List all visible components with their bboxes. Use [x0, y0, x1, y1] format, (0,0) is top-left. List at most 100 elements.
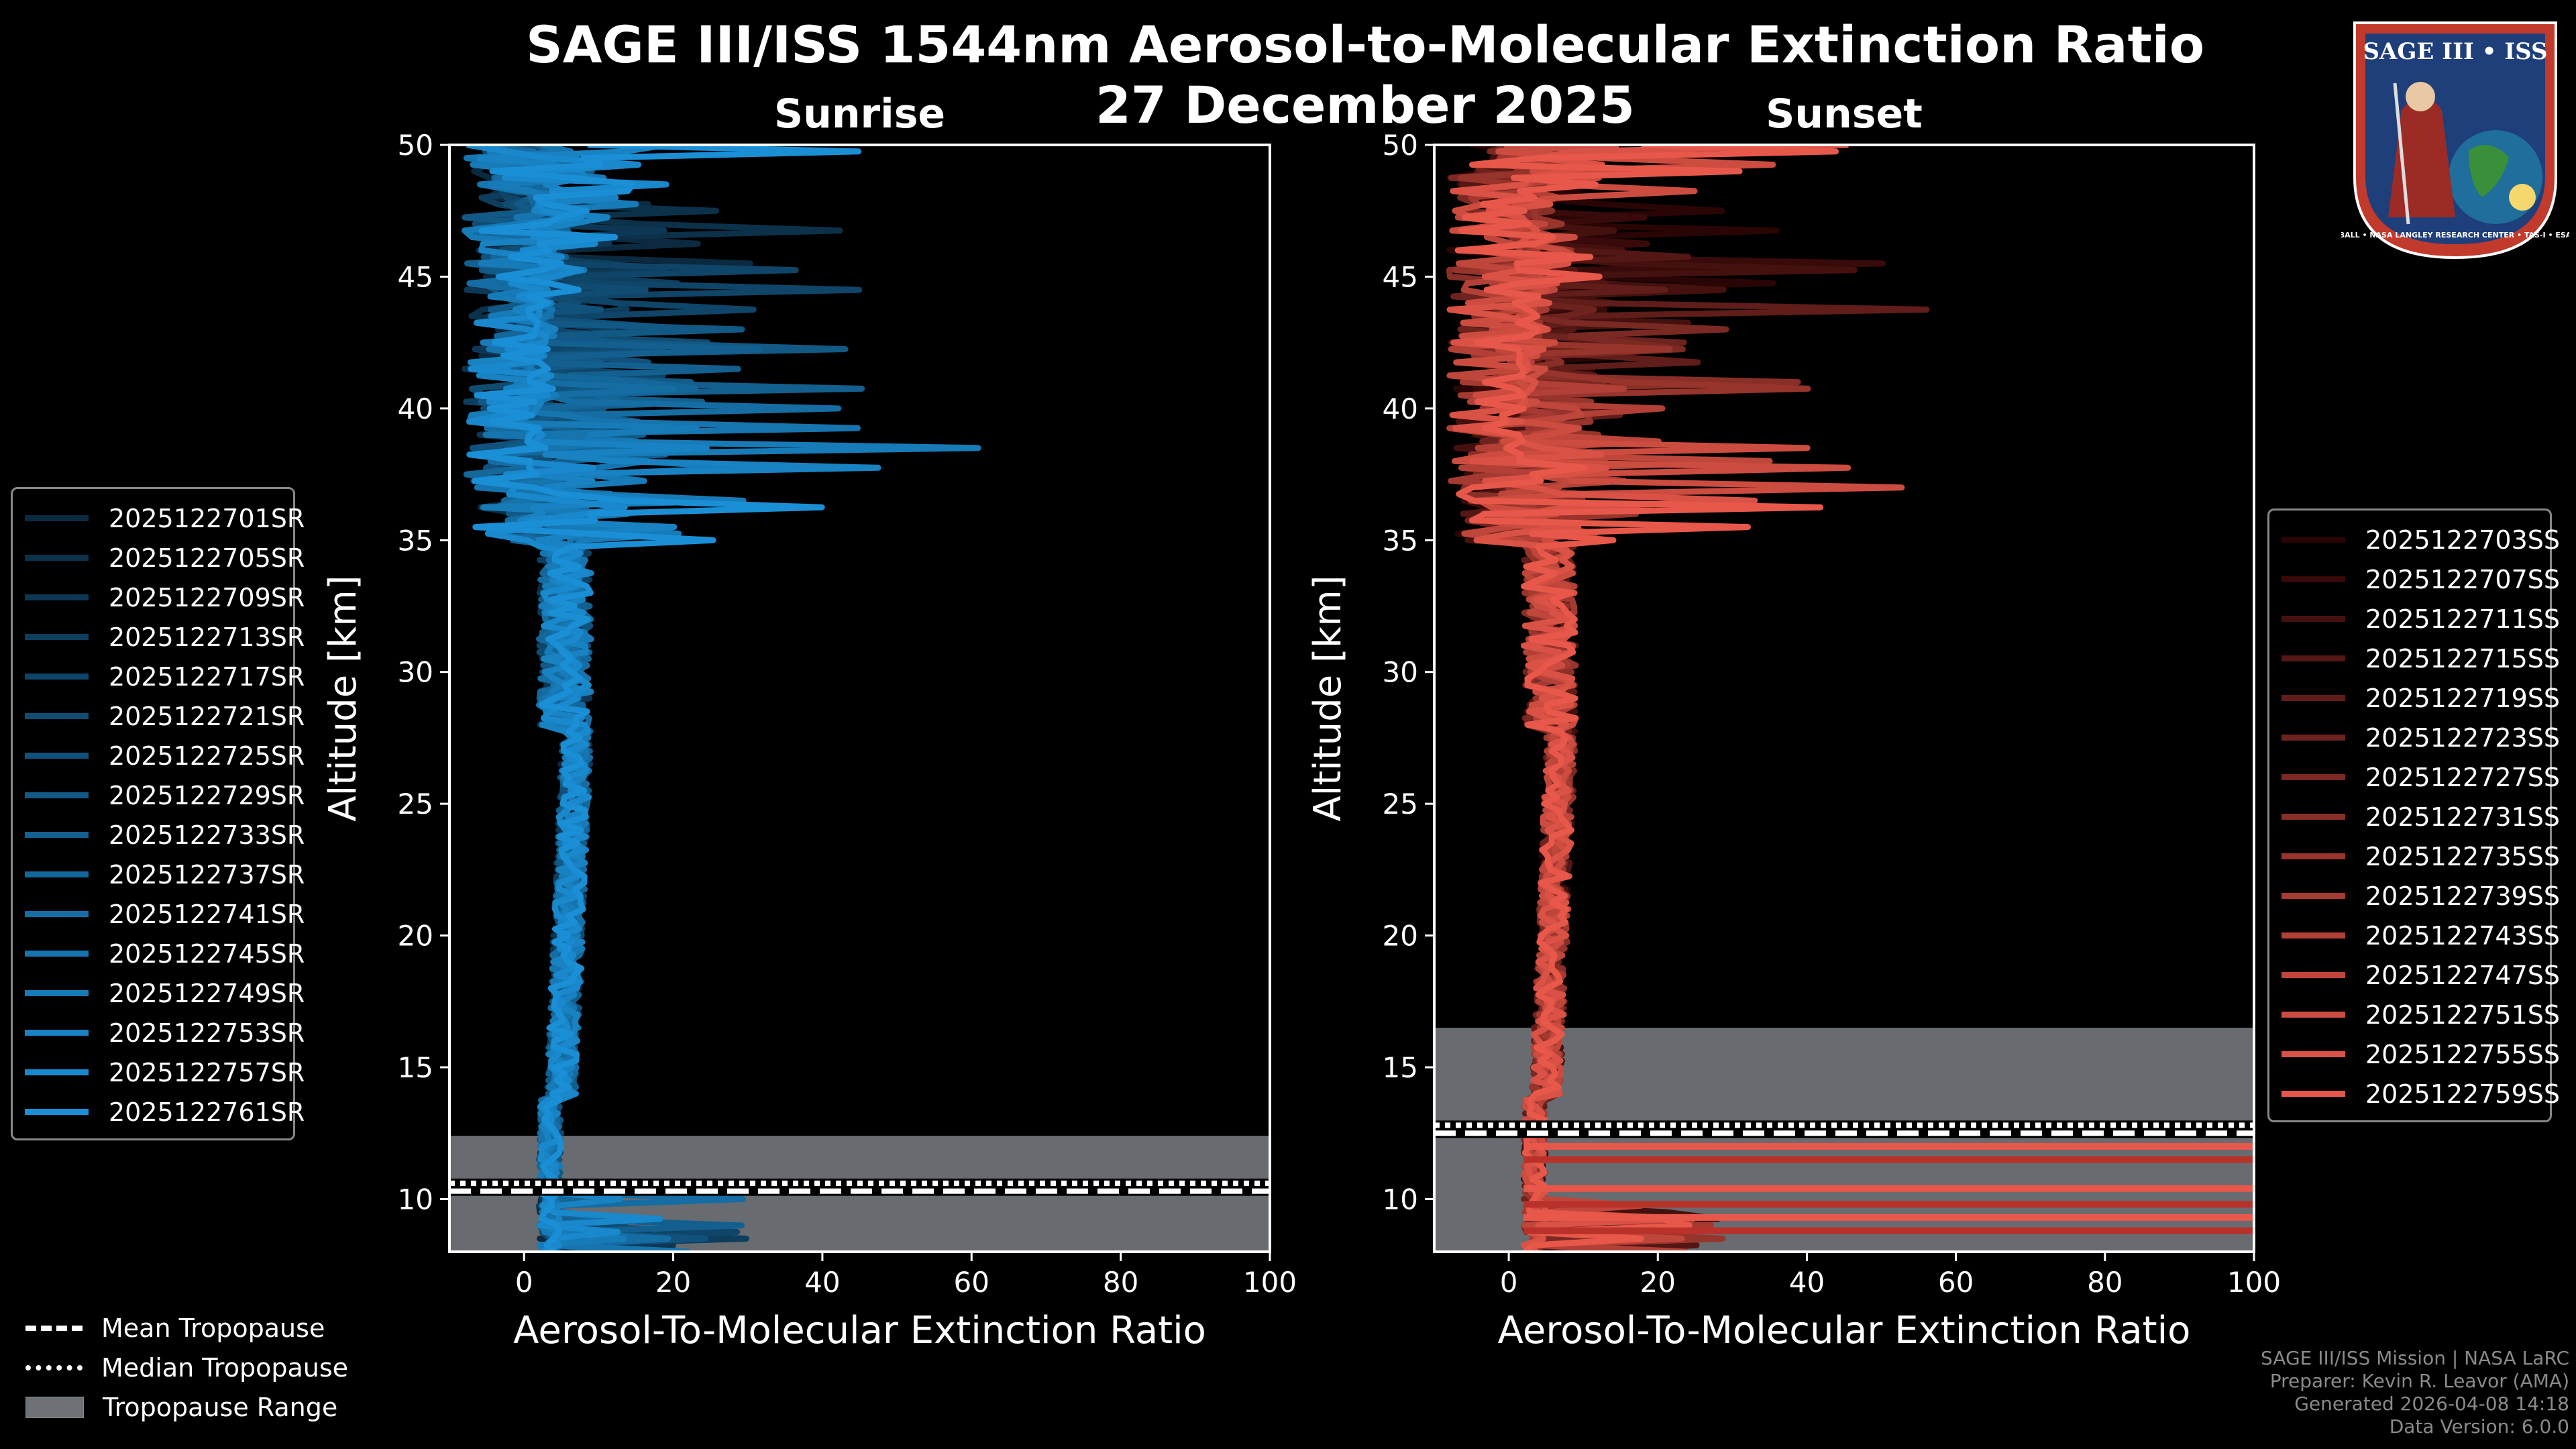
sunset-legend: 2025122703SS 2025122707SS 2025122711SS 2025… [2267, 508, 2560, 1122]
y-tick-label: 10 [398, 1183, 433, 1216]
legend-median-tropopause: Median Tropopause [25, 1348, 348, 1387]
legend-label: 2025122729SR [109, 780, 305, 810]
legend-label: 2025122707SS [2365, 564, 2561, 594]
legend-swatch [2282, 774, 2345, 780]
legend-label: 2025122751SS [2365, 1000, 2561, 1030]
legend-entry: 2025122755SS [2282, 1034, 2560, 1074]
x-axis-label: Aerosol-To-Molecular Extinction Ratio [513, 1309, 1206, 1352]
legend-entry: 2025122715SS [2282, 639, 2560, 678]
legend-entry: 2025122723SS [2282, 718, 2560, 757]
panel-title: Sunrise [774, 91, 945, 138]
axes-frame [448, 144, 1271, 1253]
y-tick-label: 50 [1383, 129, 1418, 162]
legend-entry: 2025122739SS [2282, 876, 2560, 916]
legend-swatch [2282, 932, 2345, 938]
legend-label: 2025122701SR [109, 503, 305, 533]
series-line [1446, 145, 1849, 1252]
legend-label: Mean Tropopause [101, 1313, 325, 1343]
x-tick-label: 80 [1103, 1266, 1138, 1299]
legend-swatch [25, 1109, 89, 1115]
sage-mission-logo: SAGE III • ISS BALL • NASA LANGLEY RESEA… [2341, 21, 2569, 260]
legend-label: Median Tropopause [101, 1352, 348, 1383]
y-tick-label: 35 [398, 524, 433, 557]
legend-swatch [25, 871, 89, 877]
logo-continent-icon [2469, 145, 2509, 197]
legend-swatch [2282, 893, 2345, 899]
x-tick-label: 60 [954, 1266, 989, 1299]
legend-entry: 2025122733SR [25, 815, 305, 855]
legend-label: 2025122723SS [2365, 722, 2561, 753]
x-tick-label: 0 [1500, 1266, 1518, 1299]
y-tick-label: 25 [1383, 788, 1418, 820]
title-line-1: SAGE III/ISS 1544nm Aerosol-to-Molecular… [525, 15, 2205, 74]
legend-swatch [25, 911, 89, 917]
legend-swatch [2282, 537, 2345, 543]
x-tick-label: 40 [804, 1266, 840, 1299]
x-tick-label: 20 [1640, 1266, 1676, 1299]
legend-swatch [25, 792, 89, 798]
legend-tropopause-range: Tropopause Range [25, 1387, 348, 1427]
legend-entry: 2025122705SR [25, 538, 305, 578]
x-tick-label: 100 [1243, 1266, 1297, 1299]
y-tick-label: 25 [398, 788, 433, 820]
legend-entry: 2025122731SS [2282, 797, 2560, 837]
legend-entry: 2025122703SS [2282, 520, 2560, 559]
y-tick-label: 20 [398, 920, 433, 953]
credits: SAGE III/ISS Mission | NASA LaRC Prepare… [2261, 1347, 2569, 1438]
legend-label: 2025122743SS [2365, 920, 2561, 951]
legend-swatch [25, 832, 89, 838]
sunrise-panel: 0 20 40 60 80 100 10 15 20 25 30 35 40 45 50 Aerosol-To… [321, 91, 1297, 1352]
legend-swatch [2282, 1051, 2345, 1057]
series-line [466, 145, 669, 1252]
dashed-line-swatch [25, 1325, 83, 1331]
x-tick-label: 40 [1789, 1266, 1825, 1299]
logo-sun-icon [2509, 184, 2536, 211]
series-line [1454, 145, 1839, 1252]
legend-label: 2025122735SS [2365, 841, 2561, 871]
y-tick-label: 40 [398, 392, 433, 425]
panel-title: Sunset [1766, 91, 1923, 138]
legend-label: 2025122721SR [109, 701, 305, 731]
legend-swatch [25, 713, 89, 719]
sunrise-legend: 2025122701SR 2025122705SR 2025122709SR 2025… [11, 487, 305, 1140]
legend-label: 2025122755SS [2365, 1039, 2561, 1069]
legend-label: 2025122725SR [109, 741, 305, 771]
y-tick-label: 45 [1383, 260, 1418, 293]
logo-staff-icon [2393, 83, 2410, 225]
legend-swatch [25, 1069, 89, 1075]
legend-label: 2025122753SR [109, 1018, 305, 1048]
legend-entry: 2025122735SS [2282, 837, 2560, 876]
legend-swatch [25, 594, 89, 600]
legend-entry: 2025122761SR [25, 1092, 305, 1132]
x-tick-label: 80 [2087, 1266, 2123, 1299]
legend-entry: 2025122711SS [2282, 599, 2560, 639]
x-tick-label: 60 [1938, 1266, 1974, 1299]
logo-figure-head-icon [2406, 82, 2435, 111]
series-line [467, 145, 862, 1252]
legend-label: 2025122749SR [109, 978, 305, 1008]
legend-swatch [25, 753, 89, 759]
y-tick-label: 40 [1383, 392, 1418, 425]
legend-entry: 2025122753SR [25, 1013, 305, 1053]
figure-title: SAGE III/ISS 1544nm Aerosol-to-Molecular… [0, 15, 2576, 136]
logo-ring-text: BALL • NASA LANGLEY RESEARCH CENTER • TA… [2341, 231, 2569, 239]
legend-entry: 2025122745SR [25, 934, 305, 973]
legend-swatch [25, 634, 89, 640]
legend-label: 2025122717SR [109, 661, 305, 692]
series-group [462, 145, 981, 1252]
y-tick-label: 35 [1383, 524, 1418, 557]
legend-entry: 2025122749SR [25, 973, 305, 1013]
range-band-swatch [25, 1396, 84, 1418]
legend-entry: 2025122717SR [25, 657, 305, 696]
legend-label: 2025122745SR [109, 938, 305, 969]
credit-line: Data Version: 6.0.0 [2389, 1415, 2569, 1438]
legend-swatch [25, 555, 89, 561]
legend-label: 2025122705SR [109, 543, 305, 573]
legend-swatch [2282, 735, 2345, 741]
legend-swatch [2282, 655, 2345, 661]
legend-swatch [25, 951, 89, 957]
legend-swatch [2282, 853, 2345, 859]
legend-swatch [25, 1030, 89, 1036]
legend-label: 2025122759SS [2365, 1079, 2561, 1109]
legend-entry: 2025122751SS [2282, 995, 2560, 1034]
